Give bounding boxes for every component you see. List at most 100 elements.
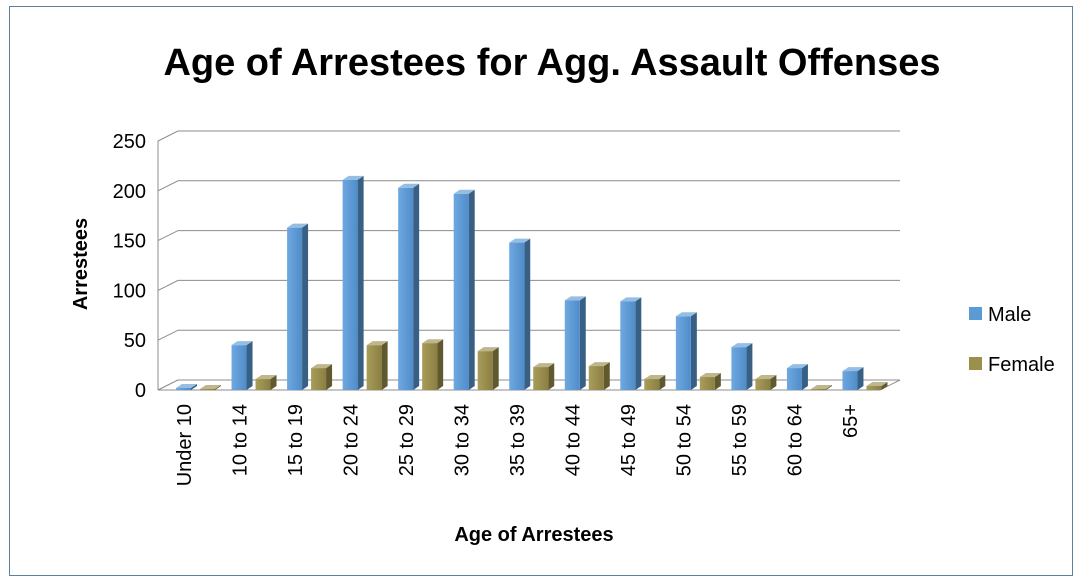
bar-side xyxy=(659,375,666,390)
bars xyxy=(176,175,888,390)
gridline xyxy=(157,180,900,192)
bar-side xyxy=(302,223,309,390)
bar-side xyxy=(215,385,221,390)
x-tick-label: 40 to 44 xyxy=(563,404,585,476)
bar-front xyxy=(564,300,580,390)
bar-front xyxy=(398,187,414,390)
bar-front xyxy=(453,193,469,390)
bar-top xyxy=(398,183,420,188)
bar-front xyxy=(755,379,771,390)
bar-side xyxy=(635,297,642,390)
y-tick-label: 200 xyxy=(113,181,146,203)
bar-top xyxy=(699,373,721,378)
bar-male-9 xyxy=(675,312,697,390)
bar-male-4 xyxy=(398,183,420,390)
bar-front xyxy=(699,377,715,390)
bar-side xyxy=(246,341,253,390)
bar-male-2 xyxy=(287,223,309,390)
bar-front xyxy=(866,386,882,390)
bar-front xyxy=(644,379,660,390)
x-tick-label: 30 to 34 xyxy=(451,404,473,476)
bar-top xyxy=(810,385,832,390)
bar-female-2 xyxy=(311,364,333,390)
x-tick-label: 65+ xyxy=(840,404,862,438)
bar-top xyxy=(588,362,610,367)
y-axis-title: Arrestees xyxy=(70,218,92,310)
bar-side xyxy=(714,373,721,390)
bar-top xyxy=(842,367,864,372)
bar-top xyxy=(366,341,388,346)
chart-title: Age of Arrestees for Agg. Assault Offens… xyxy=(163,42,940,84)
bar-female-11 xyxy=(810,385,832,390)
x-tick-label: Under 10 xyxy=(174,404,196,486)
legend-item-male: Male xyxy=(969,304,1031,326)
legend-label: Female xyxy=(988,354,1055,376)
bar-front xyxy=(509,242,525,390)
legend-swatch-male xyxy=(969,307,982,320)
bar-top xyxy=(620,297,642,302)
bar-front xyxy=(311,368,327,390)
legend: Male Female xyxy=(969,304,1055,376)
bar-side xyxy=(270,375,277,390)
bar-front xyxy=(620,301,636,390)
bar-male-0 xyxy=(176,384,197,390)
bar-top xyxy=(231,341,253,346)
bar-female-8 xyxy=(644,375,666,390)
y-tick-label: 150 xyxy=(113,231,146,253)
bar-side xyxy=(746,343,753,390)
bar-top xyxy=(342,175,364,180)
bar-top xyxy=(509,238,531,243)
bar-male-3 xyxy=(342,175,364,390)
bar-side xyxy=(801,364,808,390)
bar-side xyxy=(524,238,531,390)
x-tick-label: 25 to 29 xyxy=(396,404,418,476)
bar-front xyxy=(176,388,191,390)
bar-top xyxy=(675,312,697,317)
bar-side xyxy=(881,382,888,390)
bar-side xyxy=(413,183,420,390)
gridline xyxy=(157,230,900,242)
gridline xyxy=(157,279,900,291)
bar-female-7 xyxy=(588,362,610,390)
bar-side xyxy=(690,312,697,390)
bar-top xyxy=(200,385,221,390)
bar-side xyxy=(603,362,610,390)
bar-top xyxy=(644,375,666,380)
bar-side xyxy=(579,296,586,390)
bar-side xyxy=(492,347,499,390)
bar-male-8 xyxy=(620,297,642,390)
y-tick-labels: 0 50 100 150 200 250 xyxy=(113,131,146,402)
bar-top xyxy=(866,382,888,387)
bar-front xyxy=(675,316,691,390)
x-tick-label: 20 to 24 xyxy=(340,404,362,476)
bar-side xyxy=(770,375,777,390)
bar-top xyxy=(422,339,444,344)
bar-female-10 xyxy=(755,375,777,390)
bar-female-5 xyxy=(477,347,499,390)
bar-male-7 xyxy=(564,296,586,390)
x-tick-labels: Under 10 10 to 14 15 to 19 20 to 24 25 to 29… xyxy=(174,404,862,486)
bar-front xyxy=(200,389,215,390)
x-tick-label: 55 to 59 xyxy=(729,404,751,476)
x-tick-label: 45 to 49 xyxy=(618,404,640,476)
bar-side xyxy=(468,189,475,390)
bar-female-4 xyxy=(422,339,444,390)
bar-front xyxy=(342,179,358,390)
bar-side xyxy=(326,364,333,390)
bar-male-12 xyxy=(842,367,864,390)
bar-front xyxy=(731,347,747,390)
bar-top xyxy=(287,223,309,228)
y-tick-label: 250 xyxy=(113,131,146,153)
bar-front xyxy=(477,351,493,390)
bar-side xyxy=(437,339,444,390)
bar-top xyxy=(731,343,753,348)
y-tick-label: 0 xyxy=(135,380,146,402)
x-tick-label: 10 to 14 xyxy=(229,404,251,476)
bar-front xyxy=(842,371,858,390)
bar-front xyxy=(786,368,802,390)
bar-top xyxy=(533,363,555,368)
bar-male-1 xyxy=(231,341,253,390)
bar-male-10 xyxy=(731,343,753,390)
chart-frame xyxy=(9,6,1073,576)
